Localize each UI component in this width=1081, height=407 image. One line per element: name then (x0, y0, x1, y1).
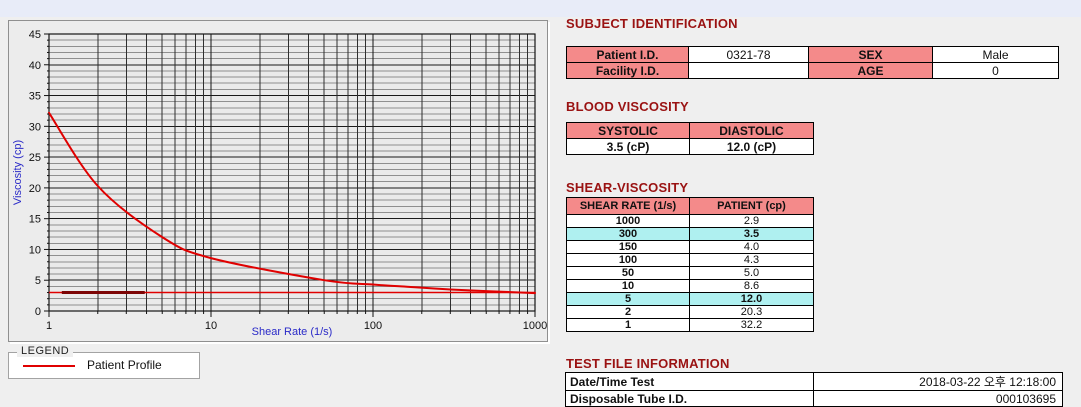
table-row: 2 20.3 (566, 305, 814, 319)
svg-text:1: 1 (46, 320, 52, 332)
legend-box: LEGEND Patient Profile (8, 345, 200, 379)
shear-rate-cell: 1 (566, 318, 690, 332)
legend-series-label: Patient Profile (87, 358, 162, 372)
table-row: Facility I.D. AGE 0 (566, 62, 1059, 79)
shear-rate-cell: 10 (566, 279, 690, 293)
systolic-header-cell: SYSTOLIC (566, 122, 690, 139)
section-title-test-file-information: TEST FILE INFORMATION (566, 356, 730, 371)
date-time-value-cell: 2018-03-22 오후 12:18:00 (813, 372, 1063, 391)
svg-text:15: 15 (29, 214, 41, 226)
table-row: Patient I.D. 0321-78 SEX Male (566, 46, 1059, 63)
svg-text:45: 45 (29, 29, 41, 41)
table-row: 1 32.2 (566, 318, 814, 332)
age-value-cell[interactable]: 0 (932, 62, 1059, 79)
svg-text:0: 0 (35, 306, 41, 318)
table-row: 100 4.3 (566, 253, 814, 267)
table-row: 5 12.0 (566, 292, 814, 306)
table-row: 50 5.0 (566, 266, 814, 280)
section-title-subject-identification: SUBJECT IDENTIFICATION (566, 16, 738, 31)
svg-text:10: 10 (205, 320, 217, 332)
table-row: Date/Time Test 2018-03-22 오후 12:18:00 (565, 372, 1063, 391)
svg-text:20: 20 (29, 183, 41, 195)
patient-viscosity-cell: 32.2 (689, 318, 814, 332)
shear-rate-cell: 300 (566, 227, 690, 241)
patient-viscosity-cell: 5.0 (689, 266, 814, 280)
systolic-value-cell: 3.5 (cP) (566, 138, 690, 155)
patient-viscosity-cell: 3.5 (689, 227, 814, 241)
shear-viscosity-table: SHEAR RATE (1/s) PATIENT (cp) 1000 2.9 300… (566, 197, 814, 332)
tube-id-label-cell: Disposable Tube I.D. (565, 390, 814, 407)
shear-rate-cell: 5 (566, 292, 690, 306)
svg-text:30: 30 (29, 121, 41, 133)
facility-id-label-cell: Facility I.D. (566, 62, 689, 79)
age-label-cell: AGE (808, 62, 933, 79)
table-row: 1000 2.9 (566, 214, 814, 228)
subject-identification-table: Patient I.D. 0321-78 SEX Male Facility I… (566, 46, 1059, 79)
diastolic-header-cell: DIASTOLIC (689, 122, 814, 139)
facility-id-value-cell[interactable] (688, 62, 809, 79)
patient-viscosity-cell: 8.6 (689, 279, 814, 293)
shear-rate-cell: 100 (566, 253, 690, 267)
sex-value-cell[interactable]: Male (932, 46, 1059, 63)
table-row: 10 8.6 (566, 279, 814, 293)
svg-text:Viscosity (cp): Viscosity (cp) (12, 140, 24, 205)
svg-text:Shear Rate (1/s): Shear Rate (1/s) (252, 326, 333, 338)
date-time-label-cell: Date/Time Test (565, 372, 814, 391)
shear-rate-header-cell: SHEAR RATE (1/s) (566, 197, 690, 215)
section-title-blood-viscosity: BLOOD VISCOSITY (566, 99, 689, 114)
patient-viscosity-cell: 12.0 (689, 292, 814, 306)
svg-text:35: 35 (29, 91, 41, 103)
diastolic-value-cell: 12.0 (cP) (689, 138, 814, 155)
svg-text:40: 40 (29, 60, 41, 72)
shear-viscosity-chart: 0 5 10 15 20 25 30 35 40 45 1 10 100 1000 Viscosity (c… (12, 29, 547, 338)
legend-title: LEGEND (17, 345, 74, 357)
shear-rate-cell: 150 (566, 240, 690, 254)
sex-label-cell: SEX (808, 46, 933, 63)
patient-viscosity-cell: 2.9 (689, 214, 814, 228)
shear-rate-cell: 2 (566, 305, 690, 319)
table-row: Disposable Tube I.D. 000103695 (565, 390, 1063, 407)
table-header-row: SHEAR RATE (1/s) PATIENT (cp) (566, 197, 814, 215)
top-band (0, 0, 1081, 17)
patient-viscosity-cell: 20.3 (689, 305, 814, 319)
svg-text:5: 5 (35, 275, 41, 287)
table-row: 300 3.5 (566, 227, 814, 241)
tube-id-value-cell: 000103695 (813, 390, 1063, 407)
patient-viscosity-cell: 4.3 (689, 253, 814, 267)
svg-text:100: 100 (364, 320, 382, 332)
section-title-shear-viscosity: SHEAR-VISCOSITY (566, 180, 689, 195)
blood-viscosity-table: SYSTOLIC DIASTOLIC 3.5 (cP) 12.0 (cP) (566, 122, 814, 155)
chart-panel: 0 5 10 15 20 25 30 35 40 45 1 10 100 1000 Viscosity (c… (8, 20, 548, 342)
table-row: 150 4.0 (566, 240, 814, 254)
shear-rate-cell: 1000 (566, 214, 690, 228)
patient-header-cell: PATIENT (cp) (689, 197, 814, 215)
svg-text:25: 25 (29, 152, 41, 164)
test-file-table: Date/Time Test 2018-03-22 오후 12:18:00 Di… (565, 372, 1063, 407)
svg-text:1000: 1000 (523, 320, 547, 332)
shear-rate-cell: 50 (566, 266, 690, 280)
legend-line-swatch (23, 365, 75, 367)
patient-id-value-cell[interactable]: 0321-78 (688, 46, 809, 63)
table-row: 3.5 (cP) 12.0 (cP) (566, 138, 814, 155)
patient-id-label-cell: Patient I.D. (566, 46, 689, 63)
patient-viscosity-cell: 4.0 (689, 240, 814, 254)
svg-text:10: 10 (29, 244, 41, 256)
table-row: SYSTOLIC DIASTOLIC (566, 122, 814, 139)
